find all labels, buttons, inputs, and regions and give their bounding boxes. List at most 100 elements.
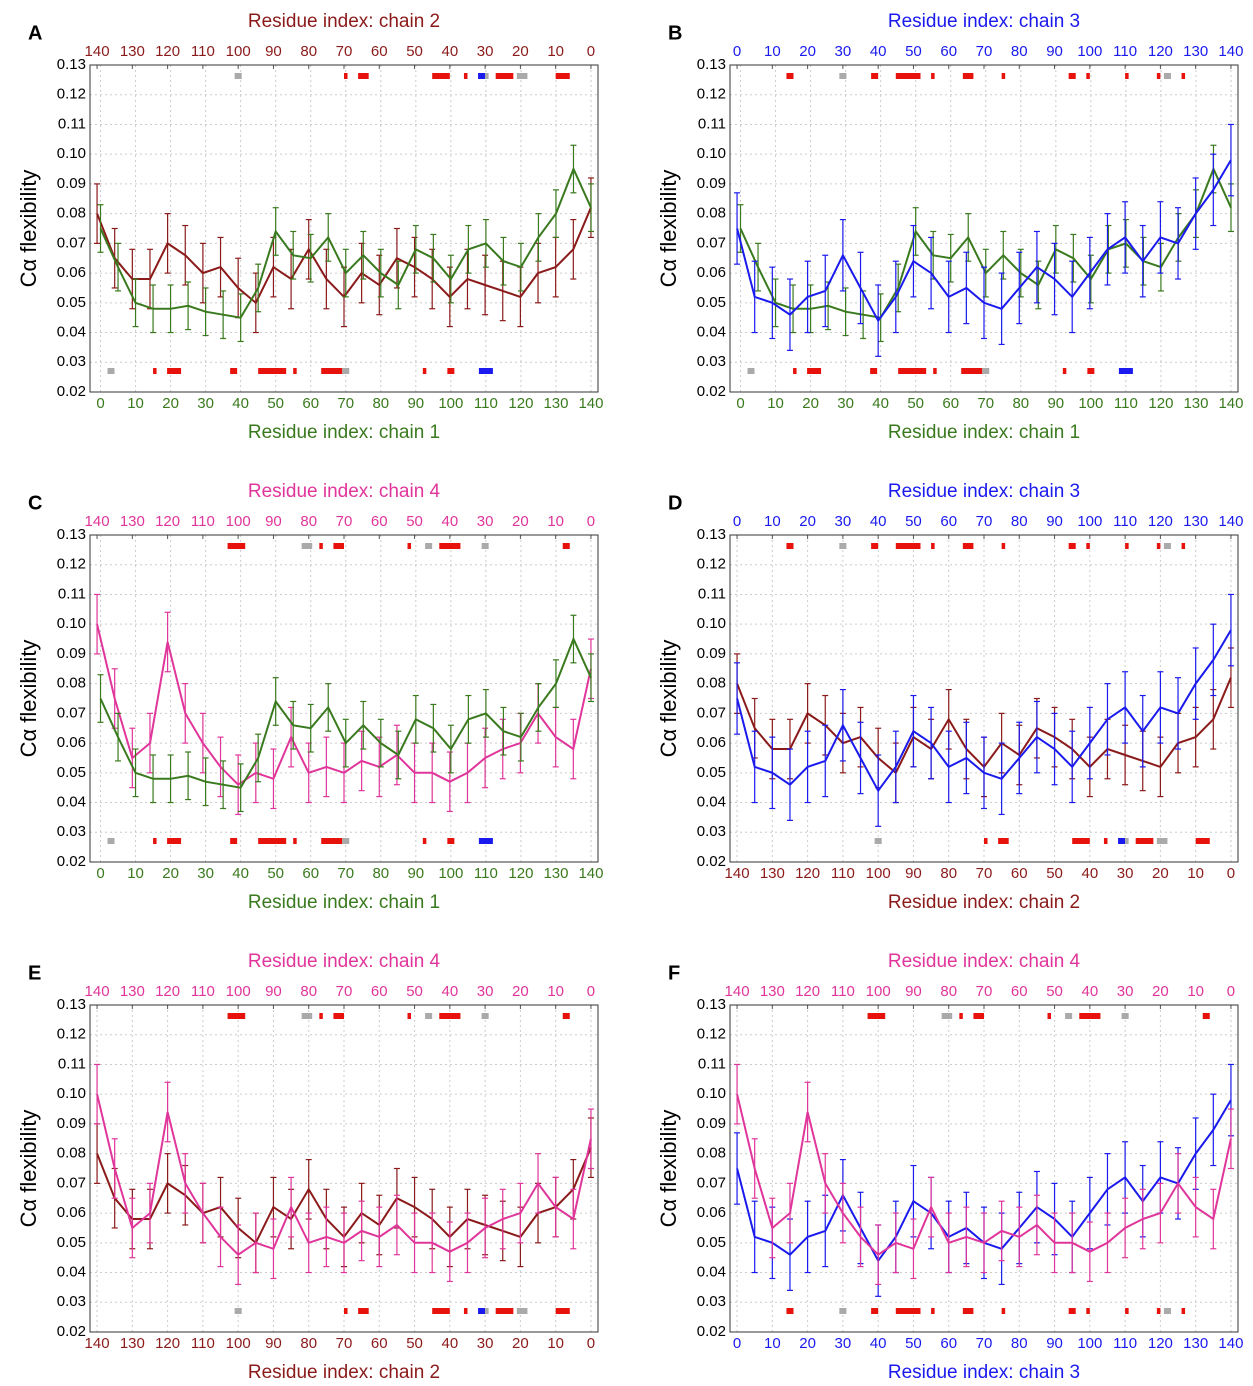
x2-tick-label: 120 (155, 513, 180, 530)
residue-segment (1181, 1308, 1186, 1314)
residue-segment (1202, 1013, 1210, 1019)
residue-segment (839, 1308, 847, 1314)
residue-segment (432, 1308, 450, 1314)
x-tick-label: 40 (872, 395, 889, 412)
x-tick-label: 110 (474, 395, 498, 412)
x2-tick-label: 120 (1148, 513, 1173, 530)
x-tick-label: 140 (1218, 395, 1243, 412)
y-tick-label: 0.10 (697, 1085, 726, 1102)
x-tick-label: 0 (733, 1335, 741, 1352)
y-tick-label: 0.07 (697, 1174, 726, 1191)
residue-segment (1068, 543, 1076, 549)
x2-tick-label: 80 (300, 43, 317, 60)
panel-label: B (668, 22, 682, 44)
x-tick-label: 30 (197, 865, 214, 882)
residue-segment (839, 73, 847, 79)
residue-segment (478, 73, 486, 79)
panel: A Cα flexibility Residue index: chain 1 Res… (16, 11, 604, 443)
residue-segment (358, 73, 369, 79)
y-tick-label: 0.09 (57, 175, 86, 192)
x2-tick-label: 10 (547, 43, 564, 60)
x-axis-label: Residue index: chain 1 (248, 892, 440, 913)
x2-tick-label: 40 (870, 513, 887, 530)
residue-segment (1086, 73, 1090, 79)
x2-tick-label: 120 (155, 43, 180, 60)
y-tick-label: 0.05 (57, 1234, 86, 1251)
x2-tick-label: 80 (1011, 43, 1028, 60)
x2-tick-label: 60 (371, 43, 388, 60)
y-tick-label: 0.07 (57, 704, 86, 721)
panel: C Cα flexibility Residue index: chain 1 Res… (16, 481, 604, 913)
x2-tick-label: 110 (191, 513, 215, 530)
residue-segment (1001, 73, 1006, 79)
x2-tick-label: 0 (587, 513, 595, 530)
residue-segment (786, 1308, 794, 1314)
x-tick-label: 20 (1152, 865, 1169, 882)
residue-segment (481, 1013, 489, 1019)
residue-segment (230, 368, 238, 374)
x2-tick-label: 60 (371, 983, 388, 1000)
error-bar (94, 593, 101, 655)
x-tick-label: 30 (477, 1335, 494, 1352)
y-tick-label: 0.13 (697, 996, 726, 1013)
residue-segment (321, 368, 343, 374)
residue-segment (982, 368, 990, 374)
residue-segment (1163, 1308, 1171, 1314)
x-tick-label: 130 (1183, 395, 1208, 412)
x-tick-label: 70 (976, 865, 993, 882)
x-tick-label: 40 (870, 1335, 887, 1352)
y-tick-label: 0.08 (697, 675, 726, 692)
x-axis-label: Residue index: chain 1 (248, 422, 440, 443)
x2-tick-label: 70 (976, 513, 993, 530)
residue-segment (407, 543, 412, 549)
x-tick-label: 40 (232, 865, 249, 882)
residue-segment (747, 368, 755, 374)
residue-segment (1118, 838, 1126, 844)
y-tick-label: 0.02 (697, 853, 726, 870)
x2-tick-label: 140 (1218, 513, 1243, 530)
x-tick-label: 130 (543, 395, 568, 412)
series-line (96, 1093, 592, 1256)
x-tick-label: 30 (1117, 865, 1134, 882)
x2-tick-label: 100 (226, 513, 251, 530)
residue-segment (1156, 838, 1168, 844)
residue-segment (1062, 368, 1067, 374)
residue-segment (1068, 73, 1076, 79)
y-tick-label: 0.02 (57, 1323, 86, 1340)
residue-segment (447, 368, 455, 374)
residue-segment (153, 838, 157, 844)
residue-segment (333, 543, 344, 549)
x-tick-label: 120 (1148, 1335, 1173, 1352)
residue-segment (1181, 543, 1186, 549)
residue-segment (422, 838, 427, 844)
x2-tick-label: 100 (1077, 513, 1102, 530)
x-tick-label: 20 (799, 1335, 816, 1352)
residue-segment (786, 73, 794, 79)
panel-label: D (668, 492, 682, 514)
y-tick-label: 0.04 (57, 1264, 86, 1281)
x-tick-label: 50 (406, 1335, 423, 1352)
residue-segment (941, 1013, 953, 1019)
y-tick-label: 0.11 (58, 1055, 86, 1072)
x-tick-label: 0 (587, 1335, 595, 1352)
residue-segment (407, 1013, 412, 1019)
residue-segment (230, 838, 238, 844)
x-tick-label: 20 (802, 395, 819, 412)
y-tick-label: 0.11 (698, 585, 726, 602)
residue-segment (485, 73, 489, 79)
y-tick-label: 0.12 (57, 1026, 86, 1043)
series-line (736, 159, 1232, 323)
x2-tick-label: 50 (406, 43, 423, 60)
x-tick-label: 60 (371, 1335, 388, 1352)
series-line (739, 166, 1232, 319)
x2-tick-label: 70 (336, 513, 353, 530)
residue-segment (107, 838, 115, 844)
y-tick-label: 0.05 (57, 294, 86, 311)
residue-segment (931, 73, 935, 79)
residue-segment (258, 368, 287, 374)
residue-segment (1072, 838, 1090, 844)
y-tick-label: 0.12 (57, 556, 86, 573)
x-tick-label: 40 (1081, 865, 1098, 882)
x2-tick-label: 140 (85, 513, 110, 530)
residue-segment (422, 368, 427, 374)
